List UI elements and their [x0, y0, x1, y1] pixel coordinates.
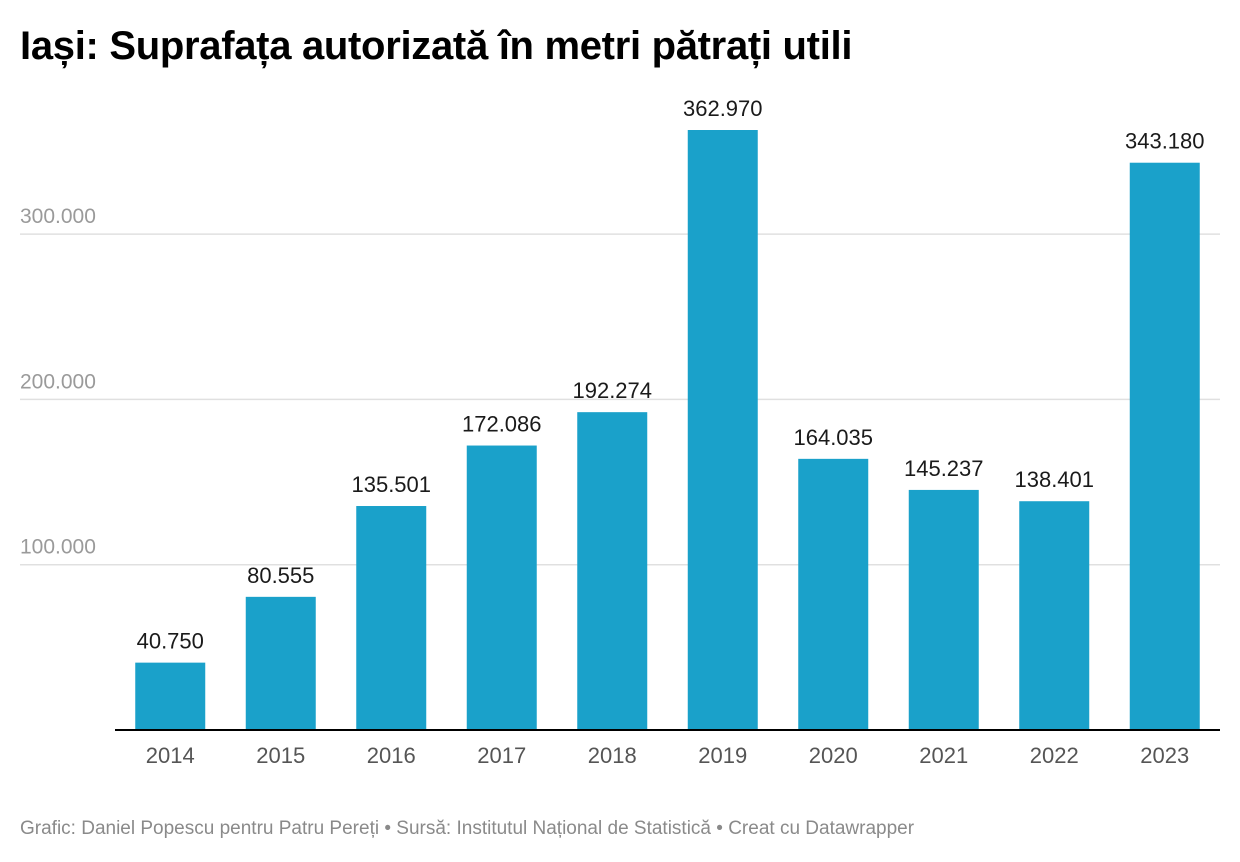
bar-2018 — [577, 412, 648, 730]
y-tick-label: 100.000 — [20, 536, 96, 559]
bar-value-label: 138.401 — [1014, 467, 1094, 492]
bar-value-label: 343.180 — [1125, 129, 1205, 154]
bar-value-label: 172.086 — [462, 412, 542, 437]
bar-2022 — [1019, 501, 1090, 730]
bar-value-label: 164.035 — [793, 425, 873, 450]
x-tick-label: 2022 — [1030, 743, 1079, 768]
x-tick-label: 2015 — [256, 743, 305, 768]
y-axis-tick-labels: 100.000 200.000 300.000 — [20, 205, 96, 559]
bar-value-label: 40.750 — [137, 629, 204, 654]
bar-chart: 100.000 200.000 300.000 40.750 80.555 135.50… — [20, 96, 1220, 768]
bar-2020 — [798, 458, 869, 730]
bar-2021 — [908, 489, 979, 730]
bar-value-label: 145.237 — [904, 456, 984, 481]
bar-2023 — [1129, 162, 1200, 730]
bar-value-label: 80.555 — [247, 563, 314, 588]
x-axis-tick-labels: 2014 2015 2016 2017 2018 2019 2020 2021 2022 2023 — [146, 743, 1189, 768]
x-tick-label: 2017 — [477, 743, 526, 768]
bars — [135, 130, 1200, 730]
chart-footer-credits: Grafic: Daniel Popescu pentru Patru Pere… — [20, 818, 915, 839]
chart-title: Iași: Suprafața autorizată în metri pătr… — [20, 24, 853, 68]
bar-2017 — [466, 445, 537, 730]
bar-value-label: 362.970 — [683, 96, 763, 121]
x-tick-label: 2023 — [1140, 743, 1189, 768]
bar-2015 — [245, 596, 316, 730]
bar-value-label: 192.274 — [572, 378, 652, 403]
bar-value-label: 135.501 — [351, 472, 431, 497]
bar-2019 — [687, 130, 758, 730]
x-tick-label: 2014 — [146, 743, 195, 768]
bar-2014 — [135, 662, 206, 730]
y-tick-label: 300.000 — [20, 205, 96, 228]
x-tick-label: 2016 — [367, 743, 416, 768]
x-tick-label: 2020 — [809, 743, 858, 768]
x-tick-label: 2021 — [919, 743, 968, 768]
x-tick-label: 2019 — [698, 743, 747, 768]
bar-value-labels: 40.750 80.555 135.501 172.086 192.274 362.970… — [137, 96, 1205, 654]
x-tick-label: 2018 — [588, 743, 637, 768]
bar-2016 — [356, 506, 427, 730]
y-tick-label: 200.000 — [20, 370, 96, 393]
